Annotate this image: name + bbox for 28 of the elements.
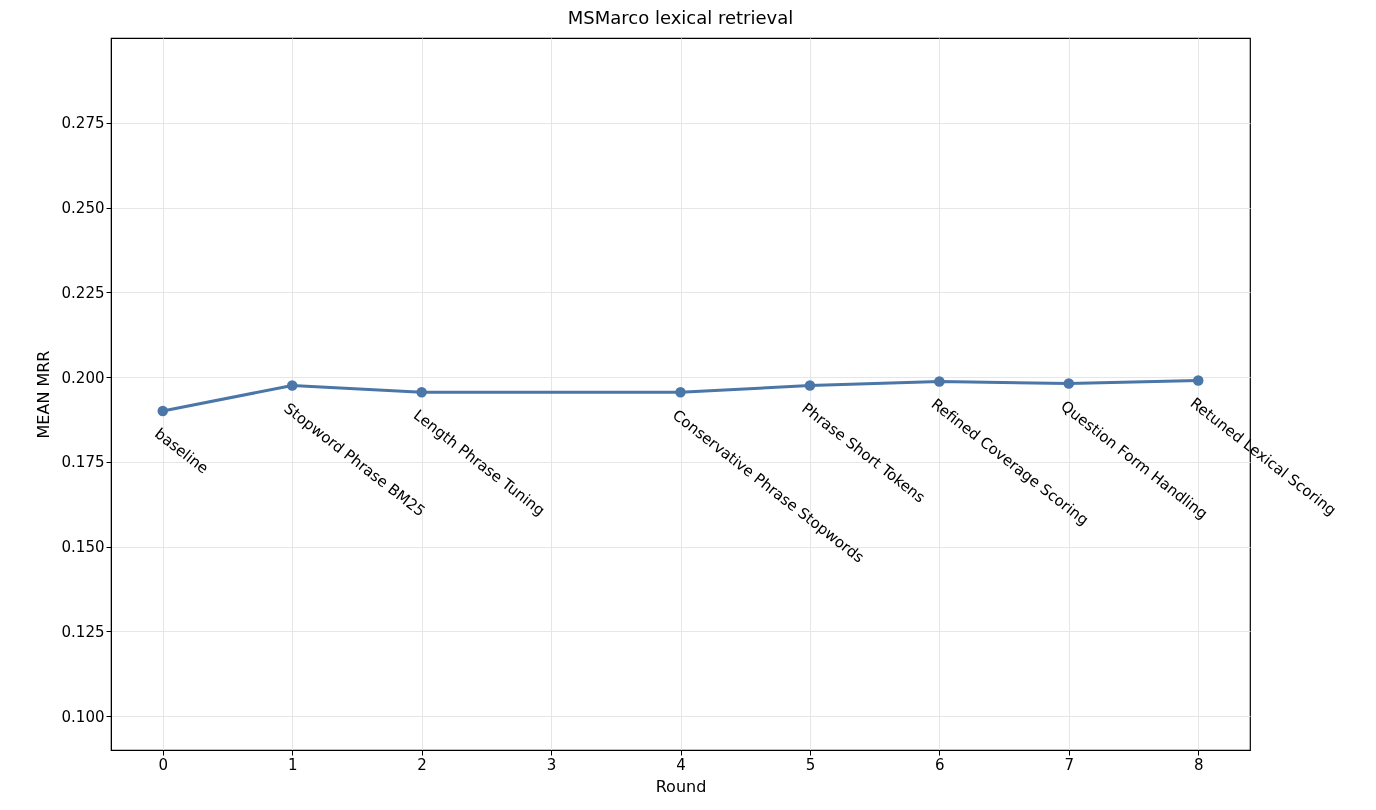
x-tick-label: 0 — [158, 755, 169, 774]
point — [286, 380, 298, 391]
point — [416, 387, 427, 398]
y-tick-label: 0.125 — [61, 622, 105, 641]
x-tick-label: 8 — [1193, 755, 1204, 774]
y-tick-label: 0.250 — [61, 199, 105, 218]
point — [1192, 375, 1204, 386]
x-tick-label: 6 — [935, 755, 945, 774]
y-axis-title: MEAN MRR — [33, 350, 53, 439]
y-tick-label: 0.275 — [61, 114, 105, 133]
x-tick-label: 2 — [417, 755, 427, 774]
x-tick-label: 4 — [676, 755, 686, 774]
x-tick-label: 3 — [546, 755, 557, 774]
x-tick-label: 1 — [287, 755, 298, 774]
x-tick-label: 7 — [1064, 755, 1075, 774]
y-tick-label: 0.150 — [61, 538, 105, 557]
y-tick-label: 0.175 — [61, 453, 105, 472]
x-axis-title: Round — [655, 776, 707, 796]
point — [675, 387, 686, 398]
y-tick-label: 0.225 — [61, 283, 105, 302]
chart-title: MSMarco lexical retrieval — [567, 7, 794, 28]
y-tick-label: 0.200 — [61, 368, 105, 387]
x-tick-label: 5 — [805, 755, 816, 774]
point — [934, 376, 945, 387]
point — [157, 405, 169, 417]
y-tick-label: 0.100 — [61, 707, 105, 726]
point — [1063, 378, 1075, 389]
point — [804, 380, 816, 391]
